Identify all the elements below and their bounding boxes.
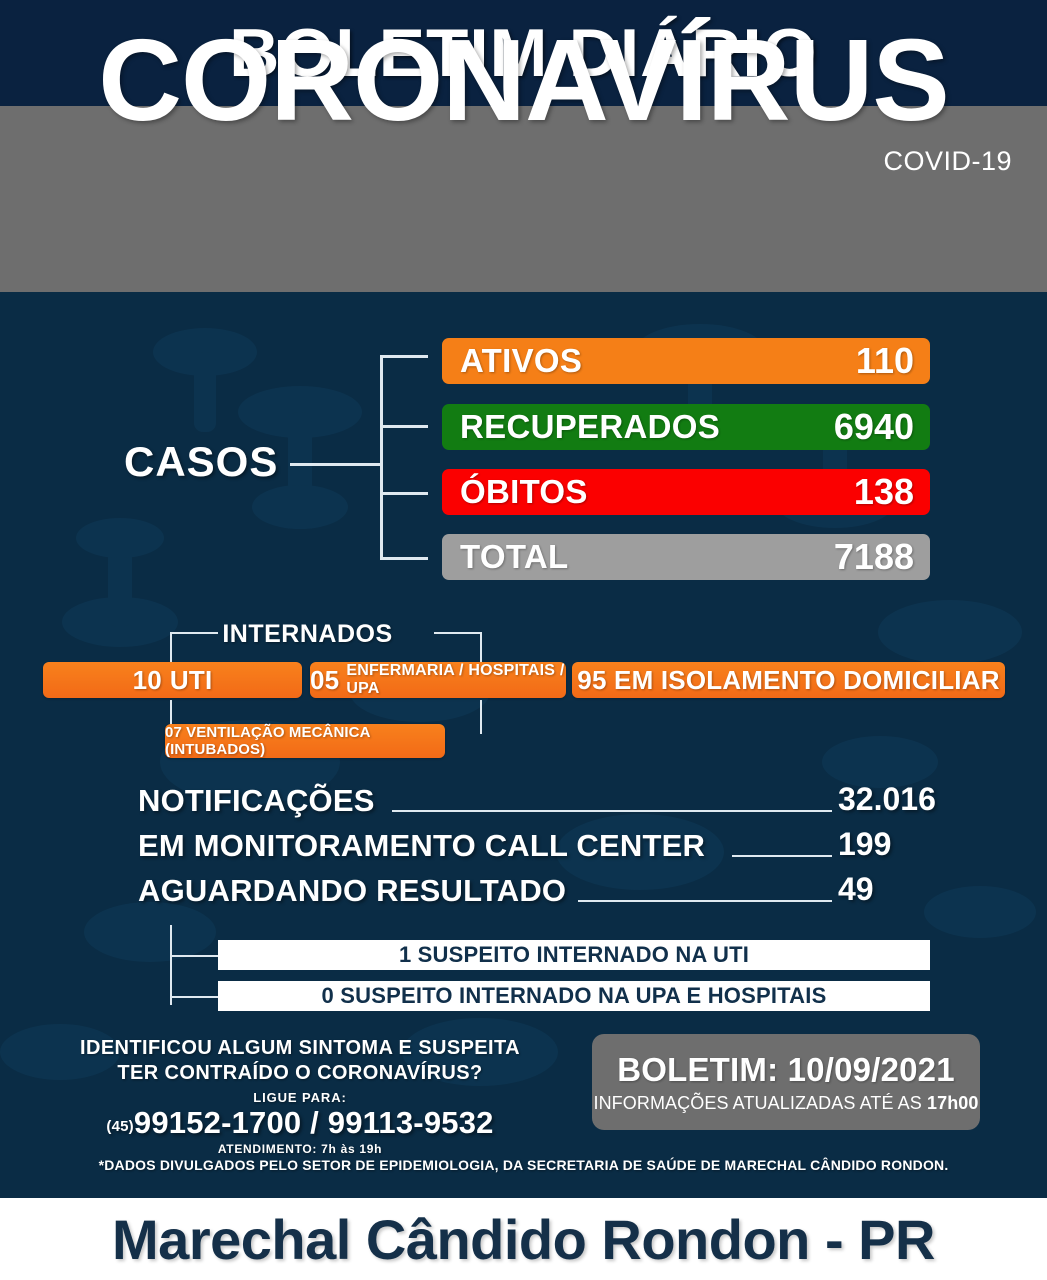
suspects-bracket-spine [170, 925, 172, 1005]
suspect-bar-upa: 0 SUSPEITO INTERNADO NA UPA E HOSPITAIS [218, 981, 930, 1011]
internados-bracket-left-drop [170, 632, 172, 668]
bulletin-updated-prefix: INFORMAÇÕES ATUALIZADAS ATÉ AS [593, 1092, 927, 1113]
monitoring-label: AGUARDANDO RESULTADO [138, 873, 567, 908]
case-row-total: TOTAL 7188 [442, 534, 930, 580]
case-value: 6940 [833, 406, 914, 447]
case-label: TOTAL [460, 538, 569, 575]
contact-question-line1: IDENTIFICOU ALGUM SINTOMA E SUSPEITA [80, 1037, 520, 1059]
monitoring-rule [578, 900, 832, 902]
case-row-recuperados: RECUPERADOS 6940 [442, 404, 930, 450]
header-main-title: CORONAVÍRUS [98, 15, 949, 145]
monitoring-label: NOTIFICAÇÕES [138, 783, 375, 818]
internados-bracket-left-arm [170, 632, 218, 634]
internados-bracket-right-drop [480, 632, 482, 668]
internados-bracket-right-arm [434, 632, 482, 634]
icu-label: UTI [169, 664, 213, 695]
monitoring-value: 32.016 [838, 781, 936, 817]
footer-disclaimer: *DADOS DIVULGADOS PELO SETOR DE EPIDEMIO… [98, 1157, 949, 1173]
case-row-ativos: ATIVOS 110 [442, 338, 930, 384]
ventilation-connector-right [480, 700, 482, 734]
monitoring-rule [732, 855, 832, 857]
monitoring-value: 49 [838, 871, 874, 907]
ventilation-label: 07 VENTILAÇÃO MECÂNICA (INTUBADOS) [165, 724, 370, 758]
suspect-label: 0 SUSPEITO INTERNADO NA UPA E HOSPITAIS [321, 983, 827, 1008]
cases-bracket-stem [290, 463, 382, 466]
bulletin-date-box: BOLETIM: 10/09/2021 INFORMAÇÕES ATUALIZA… [592, 1034, 980, 1130]
monitoring-value: 199 [838, 826, 892, 862]
ward-label: ENFERMARIA / HOSPITAIS / UPA [346, 662, 565, 697]
monitoring-label: EM MONITORAMENTO CALL CENTER [138, 828, 706, 863]
ventilation-bar: 07 VENTILAÇÃO MECÂNICA (INTUBADOS) [165, 724, 445, 758]
cases-bracket-stub-2 [380, 425, 428, 428]
header-gray-band [0, 106, 1047, 292]
bulletin-date: BOLETIM: 10/09/2021 [617, 1050, 955, 1088]
header-top-band: BOLETIM DIÁRIO [0, 0, 1047, 106]
monitoring-row-notificacoes: NOTIFICAÇÕES 32.016 [138, 781, 938, 823]
ward-bar: 05 ENFERMARIA / HOSPITAIS / UPA [310, 662, 566, 698]
bulletin-updated: INFORMAÇÕES ATUALIZADAS ATÉ AS 17h00 [593, 1093, 978, 1114]
page-title: BOLETIM DIÁRIO [229, 15, 818, 91]
suspect-bar-uti: 1 SUSPEITO INTERNADO NA UTI [218, 940, 930, 970]
cases-bracket-spine [380, 355, 383, 560]
contact-phone-numbers[interactable]: (45)99152-1700 / 99113-9532 [40, 1105, 560, 1140]
footer-city-name: Marechal Cândido Rondon - PR [112, 1207, 935, 1271]
case-row-obitos: ÓBITOS 138 [442, 469, 930, 515]
case-value: 7188 [833, 536, 914, 577]
cases-bracket-stub-3 [380, 492, 428, 495]
ventilation-connector-left [170, 700, 172, 734]
home-isolation-bar: 95 EM ISOLAMENTO DOMICILIAR [572, 662, 1005, 698]
suspects-bracket-stub-1 [170, 955, 218, 957]
cases-section-label: CASOS [124, 438, 279, 485]
monitoring-row-aguardando: AGUARDANDO RESULTADO 49 [138, 871, 938, 913]
contact-hours: ATENDIMENTO: 7h às 19h [217, 1142, 383, 1157]
header-subtitle: COVID-19 [883, 146, 1012, 176]
icu-bar: 10 UTI [43, 662, 302, 698]
case-label: ATIVOS [460, 342, 583, 379]
cases-bracket-stub-4 [380, 557, 428, 560]
icu-count: 10 [132, 664, 162, 695]
monitoring-rule [392, 810, 832, 812]
suspects-bracket-stub-2 [170, 996, 218, 998]
contact-question-line2: TER CONTRAÍDO O CORONAVÍRUS? [117, 1062, 483, 1084]
case-label: ÓBITOS [460, 473, 588, 510]
contact-call-label: LIGUE PARA: [253, 1090, 347, 1105]
case-value: 110 [855, 340, 914, 381]
hospitalized-section-label: INTERNADOS [222, 620, 393, 648]
contact-block: IDENTIFICOU ALGUM SINTOMA E SUSPEITA TER… [40, 1036, 560, 1156]
home-isolation-label: 95 EM ISOLAMENTO DOMICILIAR [577, 664, 1000, 695]
case-label: RECUPERADOS [460, 408, 721, 445]
contact-area-code: (45) [106, 1118, 134, 1135]
bulletin-updated-time: 17h00 [926, 1092, 979, 1113]
monitoring-row-call-center: EM MONITORAMENTO CALL CENTER 199 [138, 826, 938, 868]
cases-bracket-stub-1 [380, 355, 428, 358]
case-value: 138 [853, 471, 914, 512]
footer-city-band: Marechal Cândido Rondon - PR [0, 1198, 1047, 1280]
ward-count: 05 [310, 664, 340, 695]
suspect-label: 1 SUSPEITO INTERNADO NA UTI [398, 942, 750, 967]
contact-phones-text: 99152-1700 / 99113-9532 [133, 1105, 494, 1140]
